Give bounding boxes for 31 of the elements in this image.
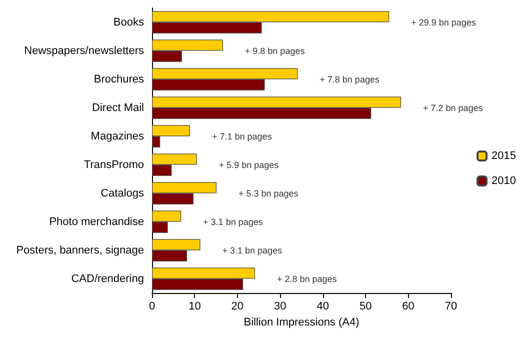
y-tick-label: Magazines bbox=[90, 130, 144, 142]
annotation: + 7.1 bn pages bbox=[212, 131, 272, 142]
x-tick-label: 60 bbox=[402, 300, 414, 312]
annotation: + 5.9 bn pages bbox=[218, 160, 280, 170]
annotation: + 3.1 bn pages bbox=[222, 245, 283, 256]
y-tick-label: CAD/rendering bbox=[71, 272, 144, 285]
annotation: + 7.8 bn pages bbox=[320, 74, 380, 84]
x-tick-label: 20 bbox=[231, 300, 244, 312]
annotation: + 3.1 bn pages bbox=[203, 216, 264, 227]
y-tick-label: Direct Mail bbox=[92, 102, 144, 114]
x-axis-title: Billion Impressions (A4) bbox=[244, 316, 360, 328]
x-tick-label: 10 bbox=[188, 300, 201, 312]
y-tick-label: Posters, banners, signage bbox=[16, 244, 144, 256]
y-tick-label: Books bbox=[113, 16, 144, 28]
annotation: + 5.3 bn pages bbox=[238, 188, 299, 198]
annotation: + 7.2 bn pages bbox=[423, 102, 484, 113]
x-tick-label: 50 bbox=[359, 300, 372, 312]
y-tick-label: Newspapers/newsletters bbox=[24, 44, 144, 57]
y-tick-label: Catalogs bbox=[100, 187, 144, 200]
y-tick-label: TransPromo bbox=[84, 158, 144, 171]
x-tick-label: 30 bbox=[274, 300, 286, 312]
legend-label: 2015 bbox=[492, 150, 516, 162]
x-tick-label: 70 bbox=[444, 300, 458, 312]
y-tick-label: Photo merchandise bbox=[49, 216, 144, 228]
x-tick-label: 40 bbox=[316, 300, 329, 312]
annotation: + 9.8 bn pages bbox=[244, 46, 306, 56]
legend-label: 2010 bbox=[492, 175, 516, 187]
annotation: + 2.8 bn pages bbox=[276, 274, 338, 284]
x-tick-label: 0 bbox=[148, 300, 156, 312]
annotation: + 29.9 bn pages bbox=[411, 17, 476, 28]
y-tick-label: Brochures bbox=[94, 73, 144, 86]
